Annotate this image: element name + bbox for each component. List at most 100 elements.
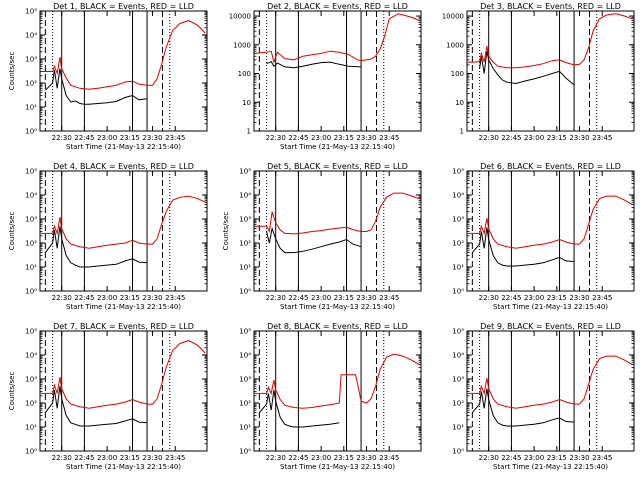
y-tick-label: 10³: [25, 56, 37, 64]
x-tick-label: 22:45: [74, 134, 94, 142]
x-tick-label: 22:45: [288, 454, 308, 462]
y-tick-label: 10¹: [452, 264, 464, 272]
x-tick-label: 23:30: [356, 134, 376, 142]
x-tick-label: 23:45: [592, 134, 612, 142]
y-tick-label: 10: [242, 99, 251, 107]
chart-panel-9: Det 9, BLACK = Events, RED = LLD 10⁰ 10¹ 10…: [452, 322, 635, 471]
chart-panel-6: Det 6, BLACK = Events, RED = LLD 10⁰ 10¹ 10…: [452, 162, 635, 311]
y-tick-label: 10³: [452, 376, 464, 384]
x-tick-label: 22:30: [479, 134, 499, 142]
x-tick-label: 23:30: [569, 454, 589, 462]
events-series-line: [266, 60, 362, 69]
y-tick-label: 10²: [25, 80, 37, 88]
events-series-line: [45, 226, 148, 268]
chart-panel-8: Det 8, BLACK = Events, RED = LLD 10⁰ 10¹ 10…: [239, 322, 422, 471]
x-tick-label: 23:30: [142, 454, 162, 462]
plot-frame: [466, 10, 635, 132]
y-axis-label: Counts/sec: [222, 212, 230, 251]
x-tick-label: 22:45: [74, 294, 94, 302]
lld-series-line: [40, 340, 206, 409]
x-tick-label: 23:00: [97, 454, 117, 462]
x-tick-label: 23:30: [356, 294, 376, 302]
x-tick-label: 23:45: [379, 134, 399, 142]
y-tick-label: 10⁴: [239, 352, 251, 360]
y-tick-label: 1: [460, 128, 464, 136]
y-tick-label: 10⁵: [25, 328, 37, 336]
chart-title: Det 6, BLACK = Events, RED = LLD: [480, 162, 621, 171]
events-series-line: [45, 386, 148, 427]
y-tick-label: 10¹: [239, 264, 251, 272]
x-tick-label: 23:00: [524, 294, 544, 302]
y-tick-label: 100: [238, 70, 251, 78]
y-tick-label: 10⁰: [25, 128, 37, 136]
x-axis-label: Start Time (21-May-13 22:15:40): [66, 463, 181, 471]
x-tick-label: 22:30: [52, 454, 72, 462]
x-axis-label: Start Time (21-May-13 22:15:40): [66, 143, 181, 151]
chart-title: Det 7, BLACK = Events, RED = LLD: [53, 322, 194, 331]
x-axis-label: Start Time (21-May-13 22:15:40): [280, 463, 395, 471]
x-tick-label: 23:15: [547, 294, 567, 302]
x-axis-label: Start Time (21-May-13 22:15:40): [66, 303, 181, 311]
y-tick-label: 1000: [233, 41, 251, 49]
y-tick-label: 10⁵: [239, 328, 251, 336]
y-tick-label: 10⁵: [452, 168, 464, 176]
plot-frame: [466, 330, 635, 452]
x-tick-label: 23:15: [547, 454, 567, 462]
plot-frame: [39, 10, 208, 132]
chart-title: Det 8, BLACK = Events, RED = LLD: [267, 322, 408, 331]
y-tick-label: 10²: [25, 400, 37, 408]
y-tick-label: 10⁴: [452, 192, 464, 200]
y-tick-label: 10⁴: [25, 352, 37, 360]
plot-frame: [39, 330, 208, 452]
lld-series-line: [254, 192, 420, 235]
y-tick-label: 10⁵: [452, 328, 464, 336]
x-tick-label: 23:15: [334, 454, 354, 462]
x-tick-label: 22:30: [479, 294, 499, 302]
x-tick-label: 23:00: [524, 454, 544, 462]
y-tick-label: 10³: [452, 216, 464, 224]
y-tick-label: 10²: [25, 240, 37, 248]
events-series-line: [266, 226, 362, 254]
x-tick-label: 23:15: [120, 454, 140, 462]
x-tick-label: 23:00: [97, 294, 117, 302]
x-tick-label: 23:30: [142, 294, 162, 302]
x-tick-label: 23:00: [311, 454, 331, 462]
x-tick-label: 22:30: [266, 294, 286, 302]
x-tick-label: 23:15: [334, 134, 354, 142]
y-tick-label: 10⁵: [25, 8, 37, 16]
x-tick-label: 23:00: [311, 134, 331, 142]
x-axis-label: Start Time (21-May-13 22:15:40): [280, 143, 395, 151]
x-tick-label: 22:45: [501, 134, 521, 142]
lld-series-line: [467, 13, 633, 69]
y-tick-label: 10000: [229, 13, 251, 21]
chart-title: Det 4, BLACK = Events, RED = LLD: [53, 162, 194, 171]
chart-panel-2: Det 2, BLACK = Events, RED = LLD 1 10 100 10…: [229, 2, 422, 151]
x-tick-label: 23:15: [547, 134, 567, 142]
y-tick-label: 10⁴: [239, 192, 251, 200]
y-tick-label: 100: [451, 70, 464, 78]
y-tick-label: 10¹: [25, 424, 37, 432]
plot-frame: [253, 170, 422, 292]
events-series-line: [45, 68, 148, 105]
lld-series-line: [40, 20, 206, 90]
lld-series-line: [254, 13, 420, 64]
x-tick-label: 22:45: [501, 294, 521, 302]
x-tick-label: 22:45: [74, 454, 94, 462]
y-tick-label: 10²: [452, 240, 464, 248]
chart-title: Det 3, BLACK = Events, RED = LLD: [480, 2, 621, 11]
x-axis-label: Start Time (21-May-13 22:15:40): [493, 463, 608, 471]
lld-series-line: [40, 195, 206, 249]
y-tick-label: 10⁵: [239, 168, 251, 176]
y-tick-label: 10⁴: [452, 352, 464, 360]
y-tick-label: 10³: [239, 216, 251, 224]
x-tick-label: 22:30: [266, 134, 286, 142]
events-series-line: [472, 388, 575, 427]
x-tick-label: 23:45: [592, 294, 612, 302]
x-tick-label: 23:15: [334, 294, 354, 302]
y-tick-label: 10¹: [25, 104, 37, 112]
x-tick-label: 22:45: [288, 294, 308, 302]
x-tick-label: 22:30: [266, 454, 286, 462]
y-tick-label: 10⁰: [239, 448, 251, 456]
y-tick-label: 10⁴: [25, 192, 37, 200]
